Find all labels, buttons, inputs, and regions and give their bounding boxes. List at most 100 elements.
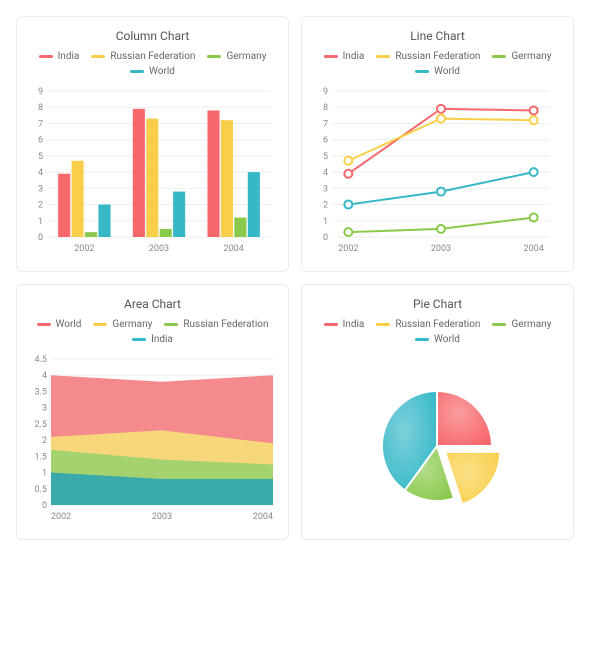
legend-swatch xyxy=(324,323,338,326)
legend-swatch xyxy=(39,55,53,58)
legend-label: World xyxy=(434,334,460,345)
pie-chart-card: Pie Chart India Russian Federation Germany… xyxy=(301,284,574,540)
legend-label: Germany xyxy=(511,319,551,330)
legend-swatch xyxy=(376,323,390,326)
bar xyxy=(146,119,158,237)
marker xyxy=(344,228,352,236)
svg-text:6: 6 xyxy=(323,136,328,146)
marker xyxy=(530,106,538,114)
legend-swatch xyxy=(164,323,178,326)
marker xyxy=(344,170,352,178)
svg-text:2004: 2004 xyxy=(253,512,273,522)
legend-item: India xyxy=(324,319,365,330)
svg-text:2: 2 xyxy=(42,436,47,446)
svg-text:4.5: 4.5 xyxy=(35,355,48,365)
legend-swatch xyxy=(415,338,429,341)
line-chart-plot: 0123456789200220032004 xyxy=(312,87,562,257)
column-chart-legend: India Russian Federation Germany World xyxy=(27,51,278,77)
svg-text:1: 1 xyxy=(323,217,328,227)
svg-text:0: 0 xyxy=(42,501,47,511)
legend-swatch xyxy=(91,55,105,58)
svg-text:0.5: 0.5 xyxy=(35,485,48,495)
svg-text:2003: 2003 xyxy=(149,244,169,254)
legend-label: Russian Federation xyxy=(110,51,195,62)
bar xyxy=(248,172,260,237)
legend-label: India xyxy=(151,334,173,345)
pie-chart-plot xyxy=(312,355,562,525)
legend-label: Germany xyxy=(226,51,266,62)
column-chart-plot: 0123456789200220032004 xyxy=(27,87,277,257)
svg-text:2002: 2002 xyxy=(74,244,94,254)
bar xyxy=(160,229,172,237)
svg-text:8: 8 xyxy=(323,103,328,113)
legend-item: Russian Federation xyxy=(164,319,268,330)
legend-item: Russian Federation xyxy=(91,51,195,62)
svg-text:9: 9 xyxy=(38,87,43,97)
bar xyxy=(98,205,110,237)
svg-text:3: 3 xyxy=(38,184,43,194)
svg-text:0: 0 xyxy=(323,233,328,243)
svg-text:3.5: 3.5 xyxy=(35,387,48,397)
legend-item: World xyxy=(130,66,175,77)
legend-item: India xyxy=(132,334,173,345)
marker xyxy=(530,214,538,222)
svg-text:2003: 2003 xyxy=(152,512,172,522)
legend-swatch xyxy=(492,55,506,58)
legend-label: World xyxy=(56,319,82,330)
bar xyxy=(85,232,97,237)
bar xyxy=(58,174,70,237)
pie-chart-legend: India Russian Federation Germany World xyxy=(312,319,563,345)
column-chart-title: Column Chart xyxy=(27,29,278,43)
legend-swatch xyxy=(492,323,506,326)
svg-text:5: 5 xyxy=(38,152,43,162)
legend-item: Germany xyxy=(492,319,551,330)
svg-text:3: 3 xyxy=(323,184,328,194)
marker xyxy=(437,115,445,123)
area-chart-legend: World Germany Russian Federation India xyxy=(27,319,278,345)
svg-text:2.5: 2.5 xyxy=(35,420,48,430)
legend-item: Germany xyxy=(93,319,152,330)
legend-item: World xyxy=(415,66,460,77)
legend-swatch xyxy=(324,55,338,58)
legend-label: India xyxy=(343,319,365,330)
legend-swatch xyxy=(93,323,107,326)
legend-swatch xyxy=(37,323,51,326)
bar xyxy=(234,218,246,237)
bar xyxy=(221,120,233,237)
legend-item: Germany xyxy=(492,51,551,62)
svg-text:1.5: 1.5 xyxy=(35,452,48,462)
svg-text:4: 4 xyxy=(42,371,47,381)
svg-text:1: 1 xyxy=(42,469,47,479)
svg-text:3: 3 xyxy=(42,404,47,414)
marker xyxy=(530,168,538,176)
legend-label: Germany xyxy=(511,51,551,62)
svg-text:0: 0 xyxy=(38,233,43,243)
legend-swatch xyxy=(376,55,390,58)
bar xyxy=(72,161,84,237)
line-chart-title: Line Chart xyxy=(312,29,563,43)
svg-text:8: 8 xyxy=(38,103,43,113)
legend-label: India xyxy=(58,51,80,62)
legend-label: India xyxy=(343,51,365,62)
svg-text:2003: 2003 xyxy=(431,244,451,254)
legend-swatch xyxy=(130,70,144,73)
legend-item: World xyxy=(37,319,82,330)
pie-chart-title: Pie Chart xyxy=(312,297,563,311)
marker xyxy=(344,157,352,165)
svg-text:7: 7 xyxy=(323,119,328,129)
chart-grid: Column Chart India Russian Federation Germ… xyxy=(16,16,574,540)
legend-label: World xyxy=(149,66,175,77)
bar xyxy=(133,109,145,237)
legend-swatch xyxy=(415,70,429,73)
svg-text:9: 9 xyxy=(323,87,328,97)
svg-text:7: 7 xyxy=(38,119,43,129)
line-chart-legend: IndiaRussian FederationGermanyWorld xyxy=(312,51,563,77)
column-chart-card: Column Chart India Russian Federation Germ… xyxy=(16,16,289,272)
legend-item: India xyxy=(39,51,80,62)
svg-text:4: 4 xyxy=(38,168,43,178)
marker xyxy=(437,105,445,113)
legend-label: Russian Federation xyxy=(395,319,480,330)
legend-item: Germany xyxy=(207,51,266,62)
marker xyxy=(437,188,445,196)
svg-text:2004: 2004 xyxy=(524,244,544,254)
